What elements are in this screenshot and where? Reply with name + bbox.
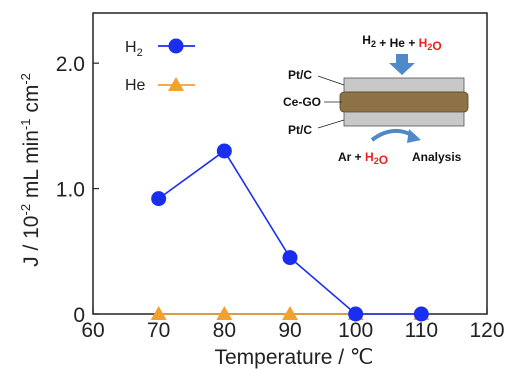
inset-schematic: H2 + He + H2O Pt/C Ce-GO Pt/C Ar + H2O A… (283, 33, 469, 167)
data-point-he (216, 306, 233, 320)
y-tick-label: 2.0 (56, 53, 85, 76)
series-line-h2 (158, 149, 422, 315)
membrane-mid-layer (339, 91, 469, 113)
x-axis-title: Temperature / ℃ (215, 346, 374, 369)
legend-label-he: He (125, 77, 146, 94)
legend: H2 He (125, 38, 195, 94)
x-tick-label: 90 (278, 319, 301, 342)
axis-ticks: 60 70 80 90 100 110 120 0 1.0 2.0 (56, 53, 505, 342)
series-layer (150, 143, 430, 322)
legend-marker-h2 (168, 38, 184, 54)
legend-label-h2: H2 (125, 39, 143, 59)
data-point-h2 (216, 143, 232, 159)
x-tick-label: 70 (147, 319, 170, 342)
y-tick-label: 1.0 (56, 179, 85, 202)
x-tick-label: 100 (338, 319, 373, 342)
x-tick-label: 110 (405, 319, 438, 342)
y-tick-label: 0 (73, 304, 85, 327)
data-point-h2 (282, 250, 298, 266)
x-tick-label: 80 (213, 319, 236, 342)
data-point-he (150, 306, 167, 320)
feed-arrow-icon (389, 54, 415, 75)
data-point-h2 (348, 306, 364, 322)
sweep-arrowhead-icon (407, 129, 421, 143)
inset-feed-label: H2 + He + H2O (362, 33, 441, 53)
data-point-h2 (413, 306, 429, 322)
inset-layer-mid-label: Ce-GO (283, 95, 321, 109)
data-point-h2 (151, 191, 167, 207)
inset-leader-top (317, 75, 345, 86)
inset-layer-bottom-label: Pt/C (288, 123, 312, 137)
data-point-he (282, 306, 298, 320)
membrane-bottom-layer (343, 111, 465, 127)
membrane-top-layer (343, 77, 465, 93)
inset-leader-bottom (317, 119, 345, 129)
x-tick-label: 60 (81, 319, 104, 342)
inset-layer-top-label: Pt/C (288, 68, 312, 82)
legend-marker-he (168, 77, 184, 91)
y-axis-title: J / 10-2 mL min-1 cm-2 (18, 73, 43, 267)
inset-analysis-label: Analysis (412, 150, 462, 164)
x-tick-label: 120 (469, 319, 504, 342)
inset-sweep-label: Ar + H2O (338, 150, 388, 167)
